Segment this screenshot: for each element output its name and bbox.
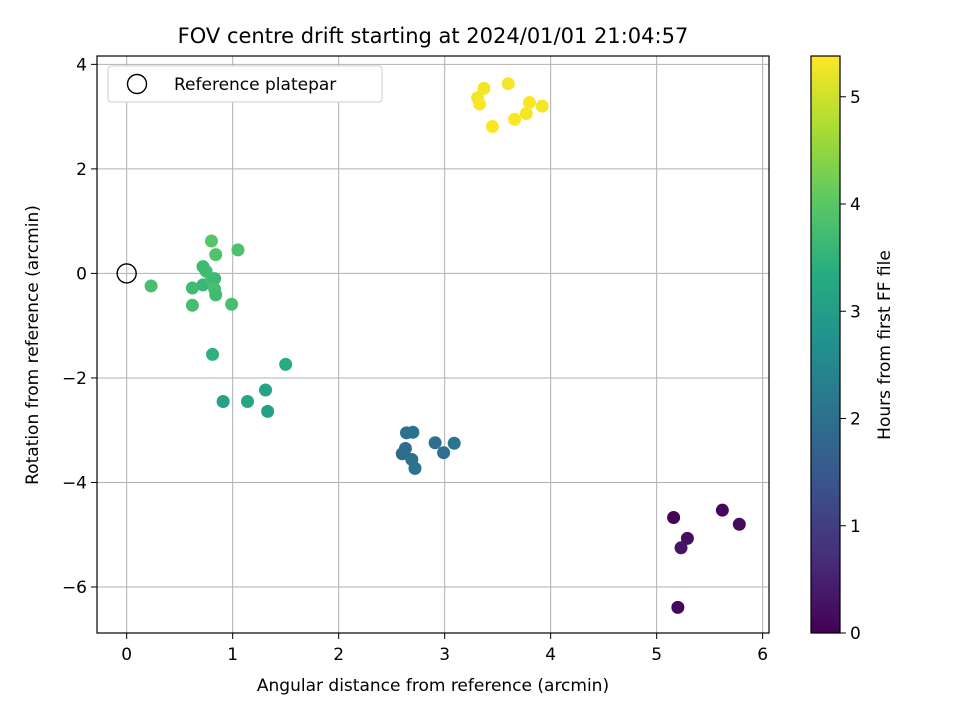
data-point: [671, 600, 685, 614]
data-point: [437, 446, 451, 460]
colorbar-tick-label: 3: [850, 302, 861, 322]
legend: Reference platepar: [107, 65, 383, 103]
data-point: [477, 81, 491, 95]
data-point: [209, 248, 223, 262]
data-point: [715, 503, 729, 517]
data-point: [225, 297, 239, 311]
data-point: [261, 404, 275, 418]
data-point: [519, 106, 533, 120]
legend-entry-reference-platepar: Reference platepar: [174, 75, 336, 95]
y-axis-ticks: −6 −4 −2 0 2 4: [62, 55, 97, 598]
colorbar-gradient: [810, 55, 841, 634]
data-point: [185, 298, 199, 312]
x-axis-label: Angular distance from reference (arcmin): [257, 676, 609, 696]
reference-platepar-marker: [116, 263, 137, 284]
data-point: [447, 436, 461, 450]
colorbar-label: Hours from first FF file: [875, 250, 895, 440]
data-point: [209, 288, 223, 302]
data-point: [501, 77, 515, 91]
data-point: [144, 279, 158, 293]
colorbar-tick-label: 5: [850, 88, 861, 108]
data-point: [508, 112, 522, 126]
data-point: [473, 97, 487, 111]
data-point: [667, 510, 681, 524]
data-point: [241, 394, 255, 408]
data-point: [206, 347, 220, 361]
reference-marker: [116, 263, 137, 284]
data-point: [204, 234, 218, 248]
y-tick-label: −2: [62, 369, 87, 389]
data-point: [522, 96, 536, 110]
x-tick-label: 2: [333, 645, 344, 665]
colorbar-tick-label: 0: [850, 624, 861, 644]
y-axis-label: Rotation from reference (arcmin): [23, 205, 43, 485]
data-point: [428, 436, 442, 450]
colorbar-ticks: 0 1 2 3 4 5: [840, 88, 861, 644]
data-point: [216, 394, 230, 408]
grid: [97, 56, 769, 633]
y-tick-label: −6: [62, 578, 87, 598]
x-tick-label: 0: [121, 645, 132, 665]
data-point: [535, 99, 549, 113]
colorbar-tick-label: 4: [850, 195, 861, 215]
data-point: [680, 531, 694, 545]
data-points: [144, 77, 746, 614]
data-point: [185, 281, 199, 295]
x-axis-ticks: 0 1 2 3 4 5 6: [121, 633, 768, 665]
data-point: [485, 120, 499, 134]
y-tick-label: 4: [76, 55, 87, 75]
legend-box: [107, 65, 383, 103]
data-point: [259, 383, 273, 397]
data-point: [674, 541, 688, 555]
colorbar-tick-label: 2: [850, 410, 861, 430]
data-point: [406, 425, 420, 439]
y-tick-label: 2: [76, 160, 87, 180]
data-point: [395, 447, 409, 461]
y-tick-label: −4: [62, 473, 87, 493]
x-tick-label: 5: [651, 645, 662, 665]
y-tick-label: 0: [76, 264, 87, 284]
data-point: [408, 461, 422, 475]
chart-title: FOV centre drift starting at 2024/01/01 …: [178, 24, 689, 48]
data-point: [732, 517, 746, 531]
x-tick-label: 6: [757, 645, 768, 665]
colorbar-tick-label: 1: [850, 517, 861, 537]
plot-frame: [96, 55, 770, 634]
x-tick-label: 3: [439, 645, 450, 665]
data-point: [208, 272, 222, 286]
x-tick-label: 4: [545, 645, 556, 665]
data-point: [279, 357, 293, 371]
legend-reference-marker: [126, 73, 148, 95]
x-tick-label: 1: [227, 645, 238, 665]
colorbar: 0 1 2 3 4 5 Hours from first FF file: [810, 55, 895, 644]
data-point: [231, 243, 245, 257]
